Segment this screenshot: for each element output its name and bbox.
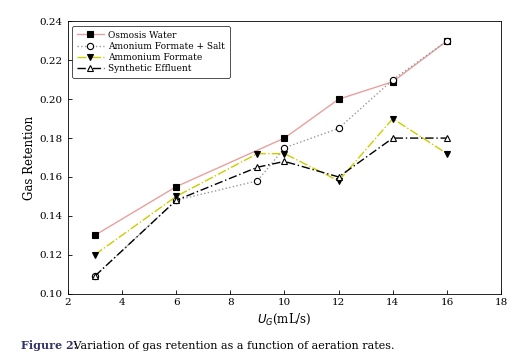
Legend: Osmosis Water, Amonium Formate + Salt, Ammonium Formate, Synthetic Effluent: Osmosis Water, Amonium Formate + Salt, A… (73, 26, 230, 78)
Osmosis Water (389, 79, 396, 84)
Amonium Formate + Salt (281, 146, 288, 150)
Ammonium Formate (92, 252, 98, 257)
Synthetic Effluent (281, 159, 288, 164)
Amonium Formate + Salt (92, 274, 98, 278)
Amonium Formate + Salt (173, 198, 180, 202)
Line: Osmosis Water: Osmosis Water (92, 38, 450, 238)
Synthetic Effluent (92, 274, 98, 278)
Amonium Formate + Salt (389, 78, 396, 82)
Synthetic Effluent (389, 136, 396, 140)
Ammonium Formate (281, 151, 288, 156)
Ammonium Formate (444, 151, 450, 156)
Osmosis Water (281, 136, 288, 140)
Ammonium Formate (336, 179, 342, 183)
Amonium Formate + Salt (254, 179, 260, 183)
Synthetic Effluent (336, 175, 342, 179)
Text: Figure 2:: Figure 2: (21, 340, 77, 351)
Line: Ammonium Formate: Ammonium Formate (91, 115, 450, 258)
Osmosis Water (444, 39, 450, 43)
Osmosis Water (92, 233, 98, 237)
Synthetic Effluent (254, 165, 260, 169)
Ammonium Formate (389, 116, 396, 121)
Text: Variation of gas retention as a function of aeration rates.: Variation of gas retention as a function… (70, 341, 395, 351)
Y-axis label: Gas Retention: Gas Retention (23, 116, 35, 199)
Osmosis Water (173, 184, 180, 189)
Amonium Formate + Salt (336, 126, 342, 131)
Synthetic Effluent (173, 198, 180, 202)
X-axis label: $U_G$(mL/s): $U_G$(mL/s) (257, 311, 312, 327)
Line: Amonium Formate + Salt: Amonium Formate + Salt (92, 38, 450, 279)
Line: Synthetic Effluent: Synthetic Effluent (91, 135, 450, 280)
Ammonium Formate (254, 151, 260, 156)
Osmosis Water (336, 97, 342, 101)
Synthetic Effluent (444, 136, 450, 140)
Ammonium Formate (173, 194, 180, 199)
Amonium Formate + Salt (444, 39, 450, 43)
